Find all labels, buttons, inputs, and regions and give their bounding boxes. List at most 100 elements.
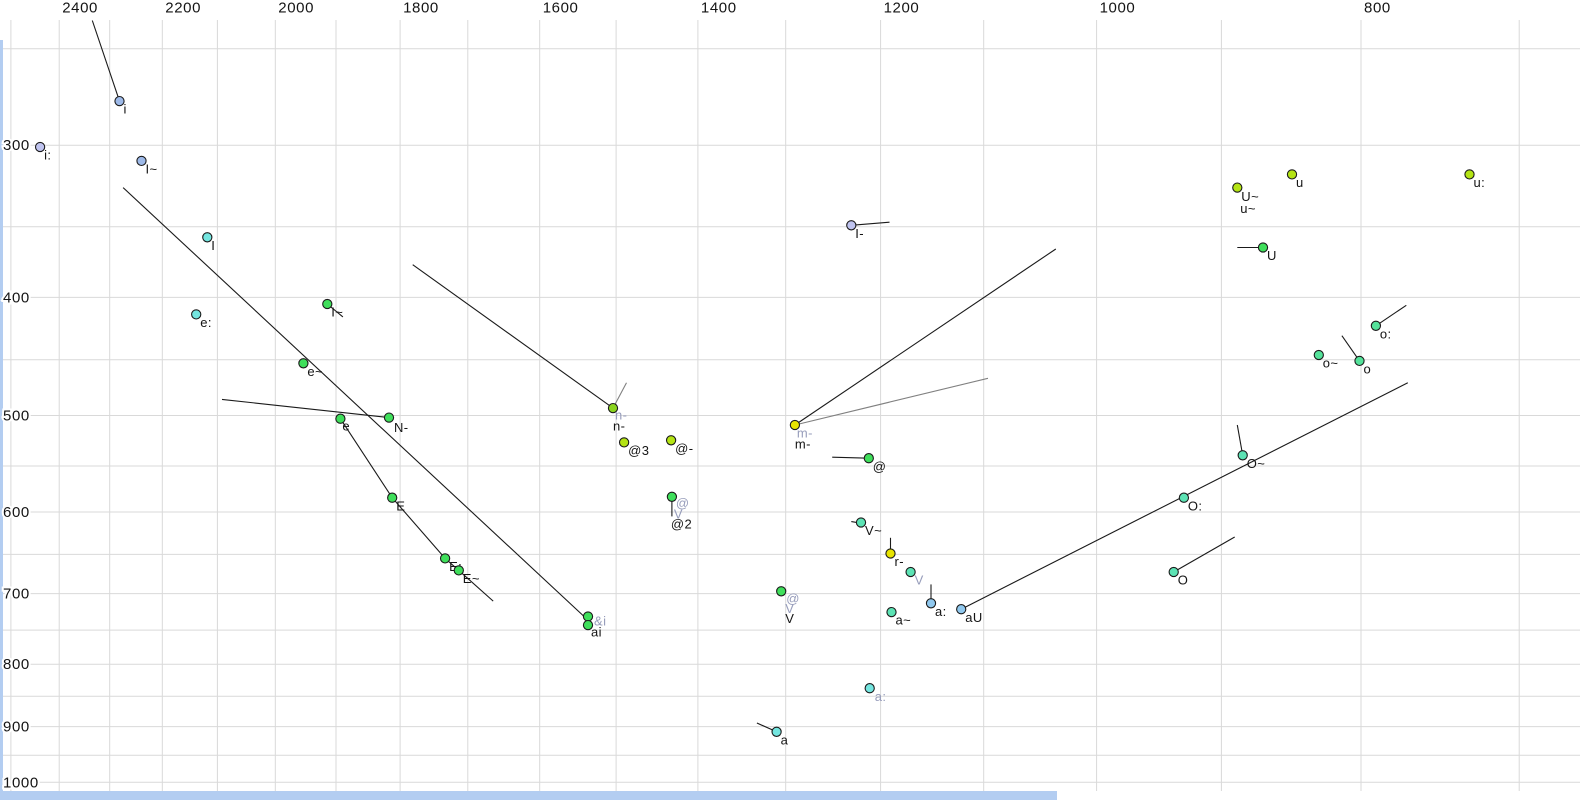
vowel-label-V~: V~ [865, 523, 882, 538]
vowel-label-u:: u: [1474, 175, 1486, 190]
y-axis-tick-900: 900 [3, 719, 30, 736]
vowel-label-i: i [124, 102, 127, 117]
x-axis-tick-2000: 2000 [278, 0, 314, 16]
traj-I- [851, 221, 890, 226]
vowel-label-n-: n- [613, 419, 625, 434]
vowel-label-e~: e~ [307, 364, 323, 379]
vowel-label-V: V [915, 573, 924, 588]
vowel-point-o: [1370, 320, 1382, 331]
vowel-label-U~: U~ [1241, 189, 1259, 204]
vowel-point-O [1168, 566, 1179, 578]
y-axis-tick-800: 800 [3, 656, 30, 673]
x-axis-tick-1600: 1600 [543, 0, 579, 16]
vowel-point-ai [582, 611, 594, 622]
vowel-point-U~ [1232, 182, 1243, 193]
x-axis-tick-1800: 1800 [403, 0, 439, 16]
vowel-label-@: @ [676, 495, 690, 510]
vowel-label-&i: &i [594, 614, 606, 629]
vowel-point-E: [439, 553, 451, 564]
vowel-label-U: U [1267, 248, 1277, 263]
vowel-point-a: [864, 683, 875, 694]
vowel-point-u: [1464, 169, 1475, 180]
vowel-label-n-: n- [615, 408, 627, 423]
x-axis-tick-1200: 1200 [884, 0, 920, 16]
vowel-label-a:: a: [935, 604, 947, 619]
vowel-point-I~ [322, 298, 333, 310]
y-axis-tick-400: 400 [3, 289, 30, 306]
vowel-point-e~ [298, 358, 309, 369]
vowel-point-u [1286, 169, 1298, 180]
vowel-point-I [202, 232, 213, 243]
vowel-label-i:: i: [44, 148, 51, 163]
vowel-point-a [771, 726, 782, 737]
vowel-point-m- [789, 419, 801, 431]
vowel-label-@: @ [786, 591, 800, 606]
vowel-label-@2: @2 [671, 516, 692, 531]
vowel-label-o~: o~ [1323, 356, 1339, 371]
vowel-label-V: V [785, 611, 794, 626]
vowel-label-a:: a: [875, 689, 887, 704]
y-axis-tick-300: 300 [3, 137, 30, 154]
vowel-point-U [1257, 242, 1269, 253]
vowel-point-E~ [453, 565, 464, 576]
vowel-point-aU [956, 604, 967, 615]
traj-o: [1375, 304, 1407, 327]
vowel-label-@: @ [873, 459, 887, 474]
y-axis-tick-1000: 1000 [3, 774, 39, 791]
x-axis-tick-2200: 2200 [165, 0, 201, 16]
vowel-label-u: u [1296, 175, 1304, 190]
vowel-label-I-: I- [855, 226, 864, 241]
vowel-label-m-: m- [795, 437, 811, 452]
vowel-point-e [335, 413, 346, 424]
bottom-blue-strip [0, 791, 1057, 800]
vowel-point-O~ [1237, 450, 1248, 461]
traj-O [1173, 536, 1235, 573]
traj-schwa [832, 456, 869, 459]
vowel-point-e: [191, 309, 202, 320]
vowel-label-O:: O: [1188, 498, 1203, 513]
vowel-point-a~ [886, 606, 897, 618]
traj-n [412, 264, 614, 409]
vowel-label-@3: @3 [628, 443, 649, 458]
vowel-point-a: [925, 598, 937, 609]
vowel-point-V [905, 566, 916, 578]
vowel-label-o: o [1364, 361, 1372, 376]
vowel-point-@- [665, 435, 677, 446]
vowel-label-e: e [342, 418, 350, 433]
vowel-label-E: E [396, 498, 405, 513]
y-axis-tick-700: 700 [3, 586, 30, 603]
vowel-point-ai [582, 619, 594, 631]
vowel-point-N- [383, 412, 395, 423]
vowel-point-n- [607, 402, 619, 414]
vowel-point-o~ [1313, 349, 1324, 361]
vowel-point-@ [863, 453, 874, 464]
vowel-point-@3 [618, 437, 630, 448]
vowel-label-V: V [674, 506, 683, 521]
vowel-label-o:: o: [1380, 326, 1392, 341]
vowel-point-r- [885, 548, 896, 559]
traj-m-black [794, 248, 1057, 426]
traj-i [91, 20, 121, 102]
vowel-point-E [387, 492, 398, 503]
traj-m-gray [794, 377, 989, 426]
vowel-label-u~: u~ [1240, 201, 1256, 216]
vowel-label-E~: E~ [463, 571, 480, 586]
vowel-label-a~: a~ [896, 613, 912, 628]
y-axis-tick-600: 600 [3, 504, 30, 521]
vowel-point-O: [1178, 492, 1190, 503]
vowel-label-O: O [1178, 573, 1189, 588]
traj-long-ai [122, 187, 589, 621]
vowel-point-I~ [136, 155, 147, 167]
vowel-label-I~: I~ [146, 161, 158, 176]
traj-N [221, 398, 390, 419]
vowel-label-I: I [211, 238, 215, 253]
vowel-point-I- [846, 220, 857, 231]
vowel-point-V~ [855, 517, 867, 528]
vowel-point-i [114, 95, 125, 107]
x-axis-tick-2400: 2400 [62, 0, 98, 16]
vowel-label-e:: e: [200, 315, 212, 330]
vowel-label-@-: @- [675, 441, 693, 456]
vowel-label-m-: m- [797, 426, 813, 441]
